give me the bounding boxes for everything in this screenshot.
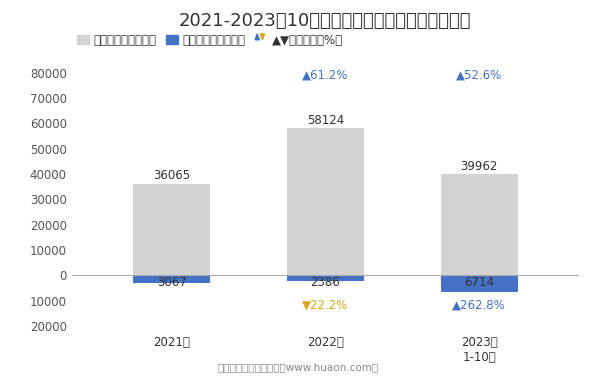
Bar [287, 275, 364, 281]
Bar [133, 275, 210, 283]
Text: ▼22.2%: ▼22.2% [302, 299, 349, 312]
Text: ▲262.8%: ▲262.8% [453, 299, 506, 312]
Text: 36065: 36065 [153, 170, 190, 182]
Text: 58124: 58124 [307, 114, 344, 127]
Text: ▲52.6%: ▲52.6% [456, 68, 502, 82]
Bar [133, 184, 210, 275]
Text: 39962: 39962 [460, 159, 498, 173]
Bar [287, 128, 364, 275]
Text: 制图：华经产业研究院（www.huaon.com）: 制图：华经产业研究院（www.huaon.com） [218, 362, 379, 372]
Bar [441, 174, 518, 275]
Legend: 出口总额（万美元）, 进口总额（万美元）, ▲▼同比增速（%）: 出口总额（万美元）, 进口总额（万美元）, ▲▼同比增速（%） [72, 29, 347, 51]
Title: 2021-2023年10月青岛即墨综合保税区进、出口额: 2021-2023年10月青岛即墨综合保税区进、出口额 [179, 12, 472, 30]
Text: 3067: 3067 [157, 276, 186, 289]
Text: ▲61.2%: ▲61.2% [302, 68, 349, 82]
Bar [441, 275, 518, 292]
Text: 6714: 6714 [464, 276, 494, 289]
Text: 2386: 2386 [310, 276, 340, 289]
